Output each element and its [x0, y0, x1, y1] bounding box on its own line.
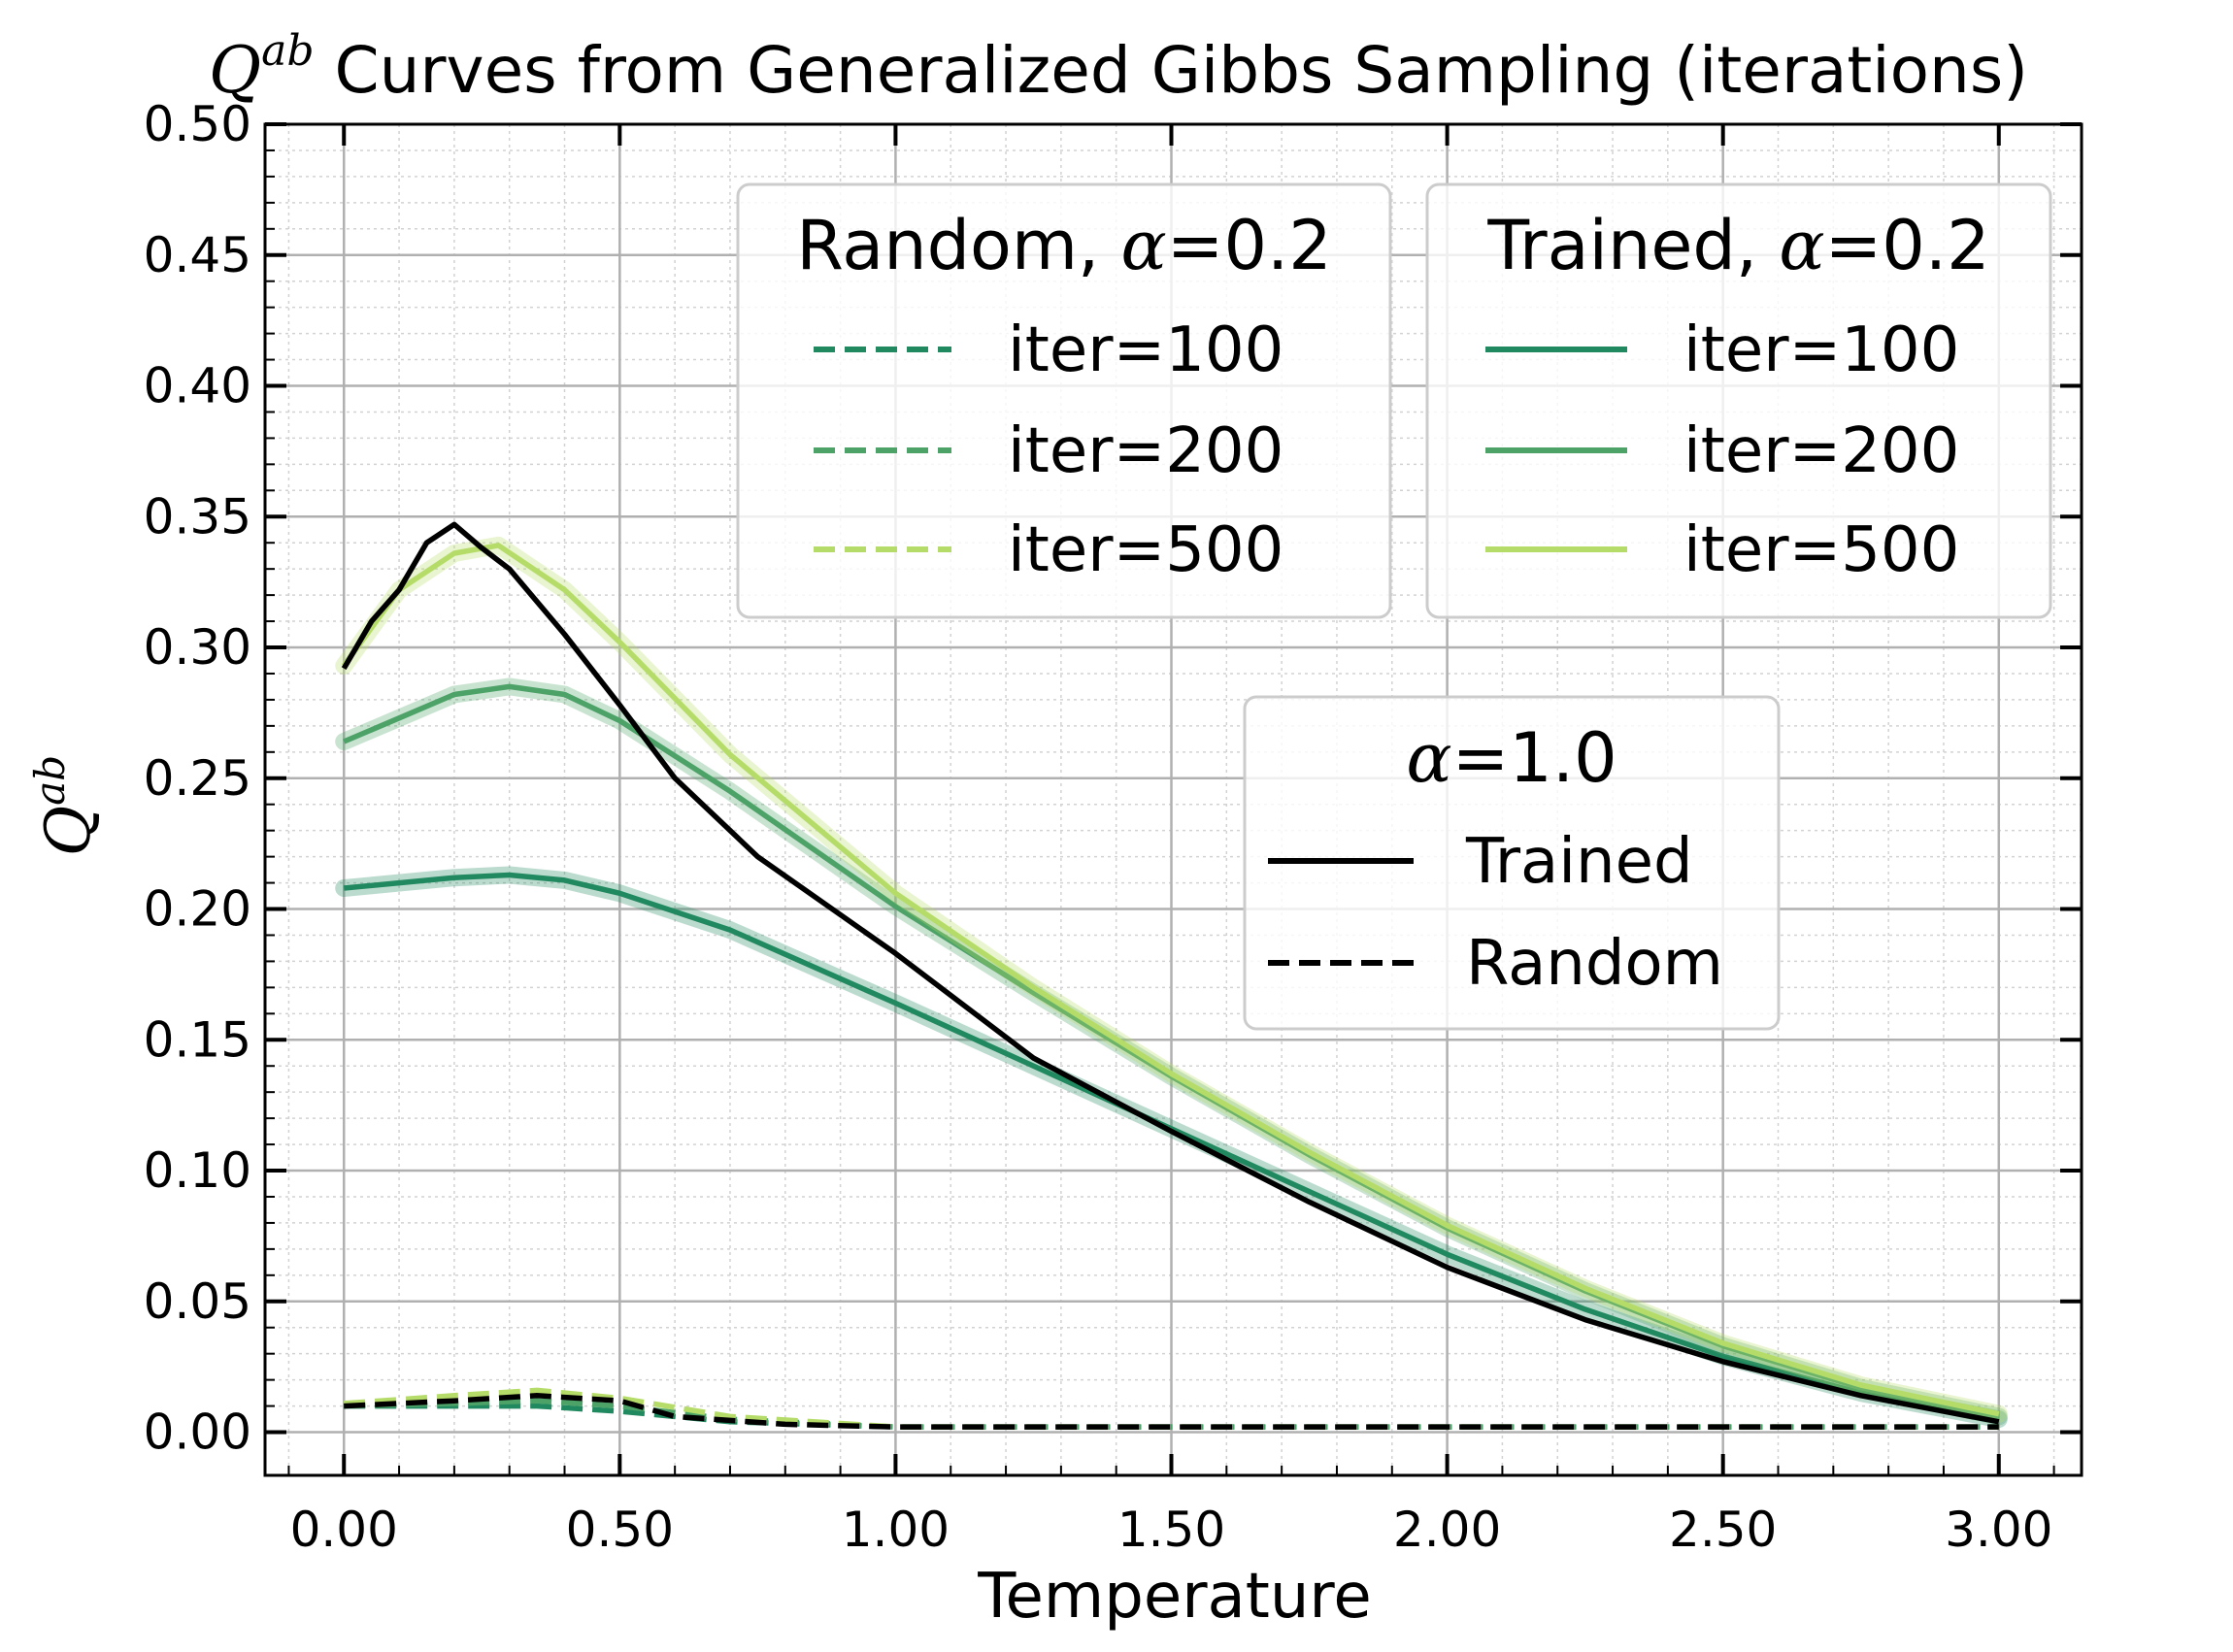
- legend-trained-alpha-0.2: Trained, α=0.2 iter=100 iter=200 iter=50…: [1425, 182, 2052, 619]
- x-axis-label: Temperature: [977, 1561, 1371, 1633]
- chart-title: Qab Curves from Generalized Gibbs Sampli…: [209, 26, 2028, 108]
- legend-entry-label: iter=200: [1008, 415, 1283, 487]
- series-1-0-trained: [341, 521, 2000, 1425]
- y-tick-label: 0.15: [144, 1011, 251, 1068]
- legend-entry-label: iter=100: [1683, 314, 1959, 386]
- y-tick-label: 0.00: [144, 1404, 251, 1461]
- legend-title: Trained, α=0.2: [1486, 206, 1989, 285]
- series-trained-0-2-iter-100: [343, 872, 2000, 1422]
- y-tick-label: 0.20: [144, 881, 251, 938]
- series-trained-0-2-iter-500: [341, 543, 2000, 1417]
- x-tick-label: 3.00: [1945, 1502, 2052, 1558]
- y-tick-label: 0.40: [144, 358, 251, 414]
- y-tick-label: 0.45: [144, 227, 251, 283]
- legend-random-alpha-0.2: Random, α=0.2 iter=100 iter=200 iter=500: [736, 182, 1392, 619]
- legend-entry-label: Trained: [1465, 826, 1693, 898]
- x-tick-label: 0.00: [290, 1502, 398, 1558]
- legend-entry-label: Random: [1466, 928, 1723, 1000]
- y-axis-label: Qab: [26, 755, 105, 856]
- legend-alpha-1.0: α=1.0 Trained Random: [1243, 695, 1781, 1031]
- legend-entry-label: iter=100: [1008, 314, 1283, 386]
- y-tick-label: 0.50: [144, 96, 251, 152]
- legend-entry-label: iter=500: [1683, 514, 1959, 586]
- y-tick-label: 0.10: [144, 1142, 251, 1199]
- legends: Random, α=0.2 iter=100 iter=200 iter=500…: [736, 182, 2052, 1031]
- x-tick-label: 0.50: [566, 1502, 674, 1558]
- x-tick-label: 2.00: [1393, 1502, 1501, 1558]
- legend-title: α=1.0: [1406, 718, 1616, 798]
- y-tick-label: 0.35: [144, 488, 251, 545]
- x-tick-label: 1.50: [1117, 1502, 1225, 1558]
- legend-entry-label: iter=500: [1008, 514, 1283, 586]
- data-series: [335, 521, 2008, 1430]
- x-tick-label: 2.50: [1669, 1502, 1777, 1558]
- y-tick-label: 0.25: [144, 750, 251, 807]
- y-tick-label: 0.05: [144, 1273, 251, 1330]
- legend-title: Random, α=0.2: [796, 206, 1332, 285]
- y-tick-label: 0.30: [144, 619, 251, 676]
- series-1-0-random: [344, 1393, 1999, 1430]
- tick-labels: 0.00 0.50 1.00 1.50 2.00 2.50 3.00 0.00 0.05 0.10…: [144, 96, 2053, 1558]
- x-tick-label: 1.00: [842, 1502, 950, 1558]
- legend-entry-label: iter=200: [1683, 415, 1959, 487]
- plot-frame: [263, 122, 2083, 1477]
